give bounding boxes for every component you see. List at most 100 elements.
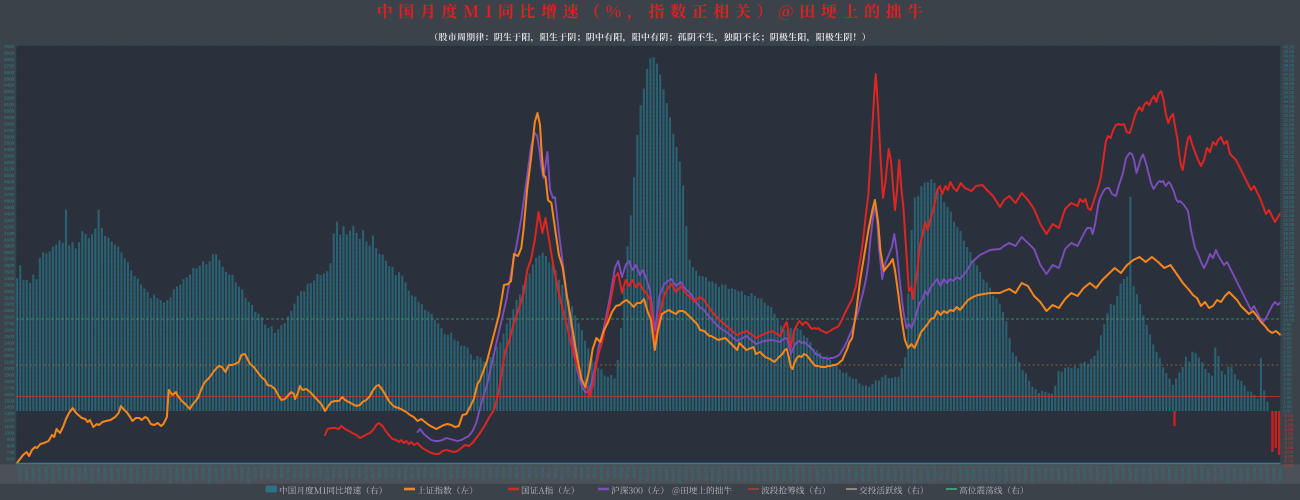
svg-text:25.00: 25.00	[1283, 181, 1295, 186]
svg-text:40.00: 40.00	[1283, 45, 1295, 50]
svg-text:8/3/30: 8/3/30	[573, 467, 578, 480]
svg-text:22/11/30: 22/11/30	[1147, 467, 1152, 484]
svg-text:8/5/30: 8/5/30	[579, 467, 584, 480]
svg-text:23/11/30: 23/11/30	[1186, 467, 1191, 484]
svg-text:7/5/30: 7/5/30	[540, 467, 545, 480]
svg-text:5300: 5300	[4, 154, 15, 159]
svg-text:9/5/30: 9/5/30	[618, 467, 623, 480]
svg-text:25/5/30: 25/5/30	[1245, 467, 1250, 482]
svg-text:6400: 6400	[4, 83, 15, 88]
svg-text:3100: 3100	[4, 295, 15, 300]
svg-text:96/9/30: 96/9/30	[122, 467, 127, 482]
svg-text:1/1/30: 1/1/30	[292, 467, 297, 480]
svg-text:6200: 6200	[4, 96, 15, 101]
svg-text:600: 600	[7, 456, 15, 461]
svg-text:5/1/30: 5/1/30	[449, 467, 454, 480]
svg-text:8.50: 8.50	[1283, 331, 1292, 336]
svg-text:1400: 1400	[4, 405, 15, 410]
svg-text:25/3/30: 25/3/30	[1239, 467, 1244, 482]
svg-text:2400: 2400	[4, 340, 15, 345]
svg-text:24.50: 24.50	[1283, 186, 1295, 191]
svg-text:3/9/30: 3/9/30	[396, 467, 401, 480]
svg-text:28.00: 28.00	[1283, 154, 1295, 159]
svg-text:7/7/30: 7/7/30	[547, 467, 552, 480]
svg-text:19/5/30: 19/5/30	[1010, 467, 1015, 482]
svg-text:1200: 1200	[4, 418, 15, 423]
svg-text:21/9/30: 21/9/30	[1102, 467, 1107, 482]
svg-text:17/5/30: 17/5/30	[932, 467, 937, 482]
svg-text:-0.50: -0.50	[1283, 413, 1294, 418]
svg-text:13/5/30: 13/5/30	[775, 467, 780, 482]
svg-text:10/11/30: 10/11/30	[677, 467, 682, 484]
svg-text:5000: 5000	[4, 173, 15, 178]
svg-text:25/11/30: 25/11/30	[1265, 467, 1270, 484]
svg-text:8/1/30: 8/1/30	[566, 467, 571, 480]
svg-text:-3.50: -3.50	[1283, 440, 1294, 445]
svg-text:25.50: 25.50	[1283, 177, 1295, 182]
svg-text:97/5/30: 97/5/30	[148, 467, 153, 482]
svg-text:5600: 5600	[4, 134, 15, 139]
svg-text:3200: 3200	[4, 289, 15, 294]
svg-text:10/1/30: 10/1/30	[644, 467, 649, 482]
svg-text:35.00: 35.00	[1283, 90, 1295, 95]
svg-text:0/3/30: 0/3/30	[259, 467, 264, 480]
svg-text:1300: 1300	[4, 411, 15, 416]
svg-text:1700: 1700	[4, 385, 15, 390]
svg-text:25/1/30: 25/1/30	[1232, 467, 1237, 482]
svg-text:15/5/30: 15/5/30	[853, 467, 858, 482]
svg-text:32.50: 32.50	[1283, 113, 1295, 118]
svg-text:1800: 1800	[4, 379, 15, 384]
svg-text:4200: 4200	[4, 224, 15, 229]
svg-text:20/1/30: 20/1/30	[1036, 467, 1041, 482]
svg-text:0/1/30: 0/1/30	[253, 467, 258, 480]
svg-text:6.50: 6.50	[1283, 349, 1292, 354]
svg-text:6.00: 6.00	[1283, 354, 1292, 359]
svg-text:0/5/30: 0/5/30	[266, 467, 271, 480]
svg-text:7/1/30: 7/1/30	[527, 467, 532, 480]
svg-text:13/11/30: 13/11/30	[795, 467, 800, 484]
svg-text:4100: 4100	[4, 231, 15, 236]
svg-text:5/7/30: 5/7/30	[468, 467, 473, 480]
svg-text:95/1/30: 95/1/30	[57, 467, 62, 482]
svg-text:-5.00: -5.00	[1283, 454, 1294, 459]
svg-text:21/1/30: 21/1/30	[1075, 467, 1080, 482]
svg-text:-4.00: -4.00	[1283, 445, 1294, 450]
svg-text:31.00: 31.00	[1283, 127, 1295, 132]
svg-text:5900: 5900	[4, 115, 15, 120]
svg-text:-3.00: -3.00	[1283, 436, 1294, 441]
svg-text:24/5/30: 24/5/30	[1206, 467, 1211, 482]
svg-text:-1.00: -1.00	[1283, 418, 1294, 423]
svg-text:27.50: 27.50	[1283, 158, 1295, 163]
svg-text:5500: 5500	[4, 141, 15, 146]
svg-text:3900: 3900	[4, 244, 15, 249]
svg-text:21.00: 21.00	[1283, 218, 1295, 223]
svg-text:6/9/30: 6/9/30	[514, 467, 519, 480]
svg-text:3300: 3300	[4, 282, 15, 287]
svg-text:17/3/30: 17/3/30	[925, 467, 930, 482]
svg-text:20/11/30: 20/11/30	[1069, 467, 1074, 484]
svg-text:-5.50: -5.50	[1283, 459, 1294, 464]
svg-text:4/9/30: 4/9/30	[436, 467, 441, 480]
svg-text:4500: 4500	[4, 205, 15, 210]
svg-text:26.00: 26.00	[1283, 172, 1295, 177]
svg-text:28.50: 28.50	[1283, 149, 1295, 154]
svg-text:30.00: 30.00	[1283, 136, 1295, 141]
svg-text:23/7/30: 23/7/30	[1173, 467, 1178, 482]
svg-text:26.50: 26.50	[1283, 167, 1295, 172]
svg-text:12/7/30: 12/7/30	[742, 467, 747, 482]
svg-text:7.00: 7.00	[1283, 345, 1292, 350]
svg-text:22/7/30: 22/7/30	[1134, 467, 1139, 482]
svg-text:31.50: 31.50	[1283, 122, 1295, 127]
svg-text:18/3/30: 18/3/30	[964, 467, 969, 482]
svg-text:18.00: 18.00	[1283, 245, 1295, 250]
svg-text:21/3/30: 21/3/30	[1082, 467, 1087, 482]
svg-text:4000: 4000	[4, 237, 15, 242]
svg-text:16/1/30: 16/1/30	[880, 467, 885, 482]
svg-text:37.00: 37.00	[1283, 72, 1295, 77]
svg-text:33.00: 33.00	[1283, 108, 1295, 113]
svg-text:24/1/30: 24/1/30	[1193, 467, 1198, 482]
svg-text:16.00: 16.00	[1283, 263, 1295, 268]
svg-text:14/3/30: 14/3/30	[808, 467, 813, 482]
svg-text:23/5/30: 23/5/30	[1167, 467, 1172, 482]
svg-text:22/9/30: 22/9/30	[1141, 467, 1146, 482]
